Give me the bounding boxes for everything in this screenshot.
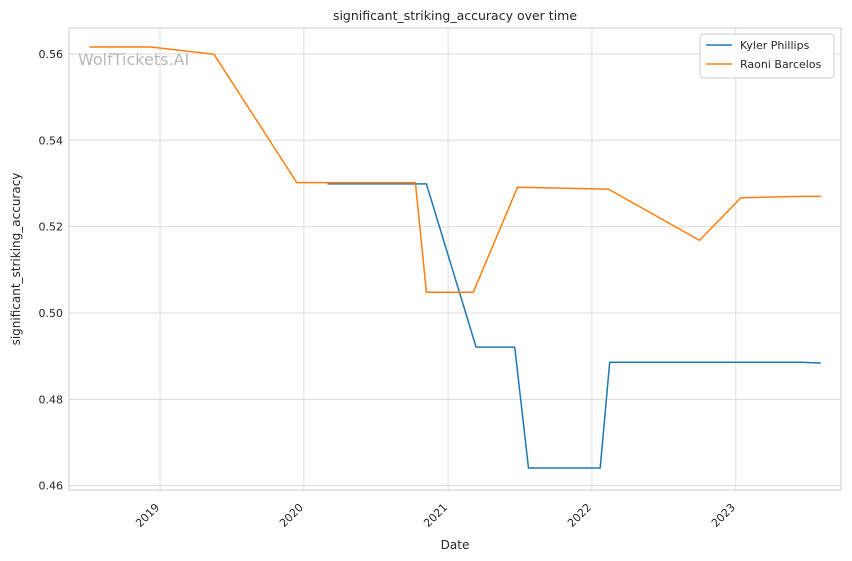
y-tick-label: 0.52 bbox=[39, 221, 64, 234]
y-tick-label: 0.48 bbox=[39, 393, 64, 406]
legend-label-kyler-phillips: Kyler Phillips bbox=[740, 39, 810, 52]
y-tick-label: 0.56 bbox=[39, 48, 64, 61]
y-tick-label: 0.46 bbox=[39, 480, 64, 493]
y-tick-labels: 0.46 0.48 0.50 0.52 0.54 0.56 bbox=[39, 48, 64, 493]
series-line-raoni-barcelos bbox=[89, 46, 821, 293]
plot-frame bbox=[68, 27, 842, 491]
grid-lines bbox=[69, 28, 841, 490]
legend-box bbox=[699, 33, 835, 79]
series-lines bbox=[89, 46, 821, 469]
y-tick-label: 0.50 bbox=[39, 307, 64, 320]
legend: Kyler Phillips Raoni Barcelos bbox=[699, 33, 835, 79]
chart-title: significant_striking_accuracy over time bbox=[333, 8, 577, 23]
watermark: WolfTickets.AI bbox=[78, 50, 189, 69]
y-tick-label: 0.54 bbox=[39, 134, 64, 147]
legend-label-raoni-barcelos: Raoni Barcelos bbox=[740, 58, 822, 71]
x-axis-label: Date bbox=[441, 538, 470, 552]
y-axis-label: significant_striking_accuracy bbox=[9, 173, 23, 346]
series-line-kyler-phillips bbox=[327, 183, 821, 469]
plot-area bbox=[69, 28, 841, 490]
